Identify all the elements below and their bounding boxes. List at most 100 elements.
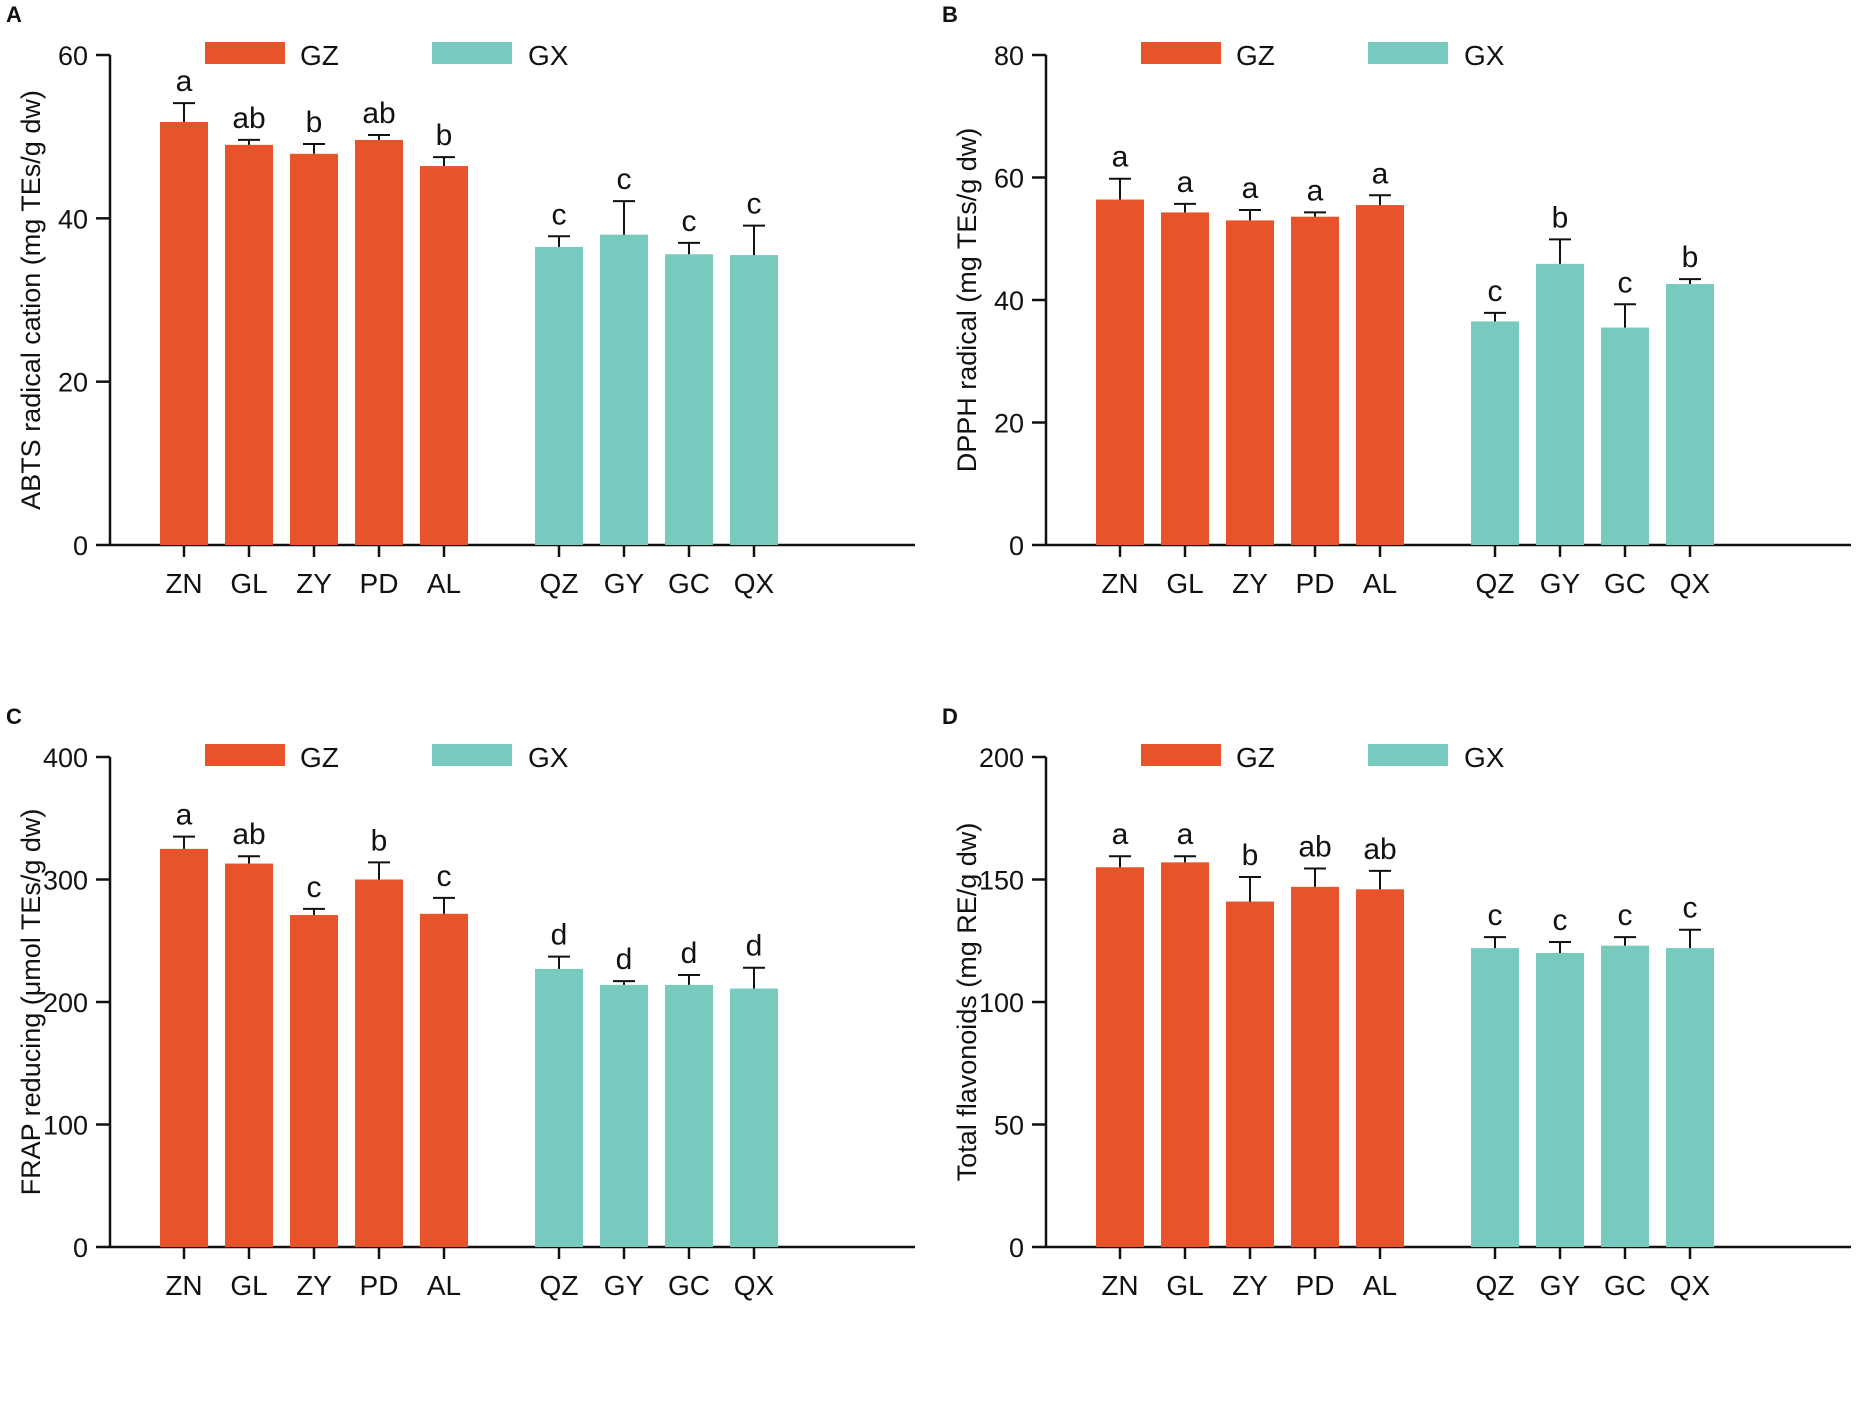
bar-ZY <box>1226 220 1274 545</box>
x-tick-label-GY: GY <box>604 568 645 599</box>
significance-letter-QX: c <box>1683 892 1698 925</box>
bar-GL <box>1161 862 1209 1247</box>
bar-AL <box>1356 889 1404 1247</box>
bar-QX <box>1666 948 1714 1247</box>
x-tick-label-GY: GY <box>604 1270 645 1301</box>
bar-QX <box>730 255 778 546</box>
significance-letter-QX: c <box>747 188 762 221</box>
chart-svg: D 0 50 100 150 200 Total flavonoids (mg RE/g d… <box>942 704 1851 1301</box>
x-tick-label-GY: GY <box>1540 568 1581 599</box>
x-tick-label-AL: AL <box>427 1270 461 1301</box>
bar-GY <box>600 984 648 1247</box>
significance-letter-AL: b <box>436 119 453 152</box>
bar-QX <box>730 988 778 1247</box>
bar-ZN <box>1096 199 1144 546</box>
legend-swatch-GX <box>1368 744 1448 766</box>
bar-QX <box>1666 284 1714 545</box>
bar-QZ <box>535 246 583 545</box>
x-tick-label-GC: GC <box>668 568 710 599</box>
significance-letter-PD: b <box>371 824 388 857</box>
x-tick-label-QX: QX <box>1670 1270 1711 1301</box>
significance-letter-GL: a <box>1177 166 1194 199</box>
legend-label-GZ: GZ <box>1236 40 1275 71</box>
bar-AL <box>420 913 468 1247</box>
x-tick-label-GL: GL <box>230 1270 267 1301</box>
bar-AL <box>1356 205 1404 545</box>
significance-letter-ZN: a <box>1112 141 1129 174</box>
chart-svg: C 0 100 200 300 400 FRAP reducing (μmol TEs/g … <box>6 704 915 1301</box>
legend-label-GZ: GZ <box>300 742 339 773</box>
significance-letter-GY: c <box>1553 904 1568 937</box>
panel-label: C <box>6 704 22 729</box>
legend: GZ GX <box>1141 40 1505 71</box>
significance-letter-ZN: a <box>176 799 193 832</box>
y-axis-label: ABTS radical cation (mg TEs/g dw) <box>16 90 46 510</box>
significance-letter-GL: ab <box>232 102 265 135</box>
y-tick-label: 100 <box>43 1111 88 1141</box>
significance-letter-GL: ab <box>232 818 265 851</box>
y-tick-label: 0 <box>1009 531 1024 561</box>
bar-ZN <box>1096 867 1144 1247</box>
y-tick-label: 150 <box>979 866 1024 896</box>
x-tick-label-ZY: ZY <box>1232 1270 1268 1301</box>
x-tick-label-GC: GC <box>1604 1270 1646 1301</box>
bar-GY <box>1536 953 1584 1247</box>
x-tick-label-GL: GL <box>230 568 267 599</box>
bar-ZN <box>160 848 208 1247</box>
y-tick-label: 0 <box>1009 1233 1024 1263</box>
x-tick-label-GC: GC <box>1604 568 1646 599</box>
x-tick-label-ZN: ZN <box>165 1270 202 1301</box>
y-axis-label: DPPH radical (mg TEs/g dw) <box>952 128 982 473</box>
significance-letter-QZ: c <box>1488 899 1503 932</box>
significance-letter-QZ: d <box>551 919 568 952</box>
bar-ZY <box>290 153 338 546</box>
significance-letter-GC: c <box>682 205 697 238</box>
y-tick-label: 0 <box>73 1233 88 1263</box>
x-tick-label-GL: GL <box>1166 568 1203 599</box>
y-axis-label: FRAP reducing (μmol TEs/g dw) <box>16 809 46 1196</box>
panel-label: A <box>6 2 22 27</box>
bar-QZ <box>1471 321 1519 545</box>
y-tick-label: 300 <box>43 866 88 896</box>
y-tick-label: 40 <box>58 204 88 234</box>
x-tick-label-QZ: QZ <box>540 1270 579 1301</box>
legend: GZ GX <box>205 742 569 773</box>
bar-GY <box>600 234 648 545</box>
y-tick-label: 200 <box>979 743 1024 773</box>
y-tick-label: 50 <box>994 1111 1024 1141</box>
significance-letter-ZY: a <box>1242 172 1259 205</box>
x-tick-label-PD: PD <box>360 1270 399 1301</box>
y-tick-label: 200 <box>43 988 88 1018</box>
significance-letter-GY: d <box>616 943 633 976</box>
legend-label-GZ: GZ <box>300 40 339 71</box>
significance-letter-PD: ab <box>1298 830 1331 863</box>
y-tick-label: 80 <box>994 41 1024 71</box>
x-tick-label-QZ: QZ <box>1476 568 1515 599</box>
significance-letter-GC: c <box>1618 899 1633 932</box>
legend-label-GX: GX <box>1464 40 1505 71</box>
bar-PD <box>1291 886 1339 1247</box>
y-tick-label: 60 <box>994 164 1024 194</box>
x-tick-label-PD: PD <box>1296 568 1335 599</box>
significance-letter-GY: c <box>617 163 632 196</box>
bar-PD <box>355 879 403 1247</box>
significance-letter-PD: a <box>1307 174 1324 207</box>
bar-PD <box>355 139 403 545</box>
bar-AL <box>420 166 468 546</box>
legend-swatch-GZ <box>1141 42 1221 64</box>
y-axis-label: Total flavonoids (mg RE/g dw) <box>952 823 982 1182</box>
legend: GZ GX <box>205 40 569 71</box>
y-tick-label: 0 <box>73 531 88 561</box>
significance-letter-QZ: c <box>1488 275 1503 308</box>
significance-letter-QZ: c <box>552 198 567 231</box>
bar-GC <box>1601 327 1649 545</box>
x-tick-label-AL: AL <box>1363 568 1397 599</box>
legend-swatch-GZ <box>205 744 285 766</box>
chart-svg: B 0 20 40 60 80 DPPH radical (mg TEs/g dw) GZ GX… <box>942 2 1851 599</box>
legend-swatch-GX <box>432 744 512 766</box>
x-tick-label-ZN: ZN <box>1101 1270 1138 1301</box>
significance-letter-GC: c <box>1618 266 1633 299</box>
legend-swatch-GX <box>1368 42 1448 64</box>
significance-letter-AL: c <box>437 860 452 893</box>
